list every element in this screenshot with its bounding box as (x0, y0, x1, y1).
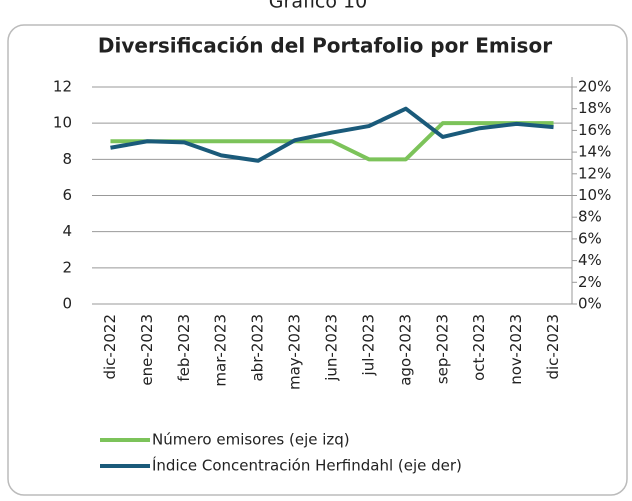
y-tick-label: 2 (62, 258, 72, 276)
x-tick-label: ene-2023 (138, 314, 156, 386)
x-tick-label: ago-2023 (396, 314, 414, 386)
x-tick-label: dic-2023 (544, 314, 562, 380)
y2-tick-label: 18% (578, 99, 611, 117)
x-tick-label: sep-2023 (433, 314, 451, 384)
x-tick-label: abr-2023 (249, 314, 267, 382)
y-tick-label: 8 (62, 150, 72, 168)
y2-tick-label: 0% (578, 295, 602, 313)
y2-tick-label: 14% (578, 143, 611, 161)
chart-title: Diversificación del Portafolio por Emiso… (98, 34, 552, 58)
x-tick-label: feb-2023 (175, 314, 193, 382)
x-tick-label: oct-2023 (470, 314, 488, 381)
y2-tick-label: 6% (578, 229, 602, 247)
y-tick-label: 12 (53, 78, 72, 96)
x-tick-label: jun-2023 (323, 314, 341, 382)
y2-tick-label: 8% (578, 208, 602, 226)
legend-label: Índice Concentración Herfindahl (eje der… (152, 456, 462, 475)
y2-tick-label: 12% (578, 164, 611, 182)
y-tick-label: 4 (62, 222, 72, 240)
series-line (110, 106, 554, 163)
y2-tick-label: 10% (578, 186, 611, 204)
y-tick-label: 0 (62, 295, 72, 313)
y-tick-label: 6 (62, 186, 72, 204)
x-tick-label: nov-2023 (507, 314, 525, 385)
legend-label: Número emisores (eje izq) (152, 431, 350, 449)
y2-tick-label: 16% (578, 121, 611, 139)
y-tick-label: 10 (53, 114, 72, 132)
y2-tick-label: 20% (578, 78, 611, 96)
y2-tick-label: 2% (578, 273, 602, 291)
x-tick-label: dic-2022 (101, 314, 119, 380)
chart-frame (7, 24, 628, 496)
supertitle: Gráfico 10 (269, 0, 367, 13)
x-tick-label: mar-2023 (212, 314, 230, 387)
x-tick-label: may-2023 (286, 314, 304, 390)
x-tick-label: jul-2023 (359, 314, 377, 376)
y2-tick-label: 4% (578, 251, 602, 269)
